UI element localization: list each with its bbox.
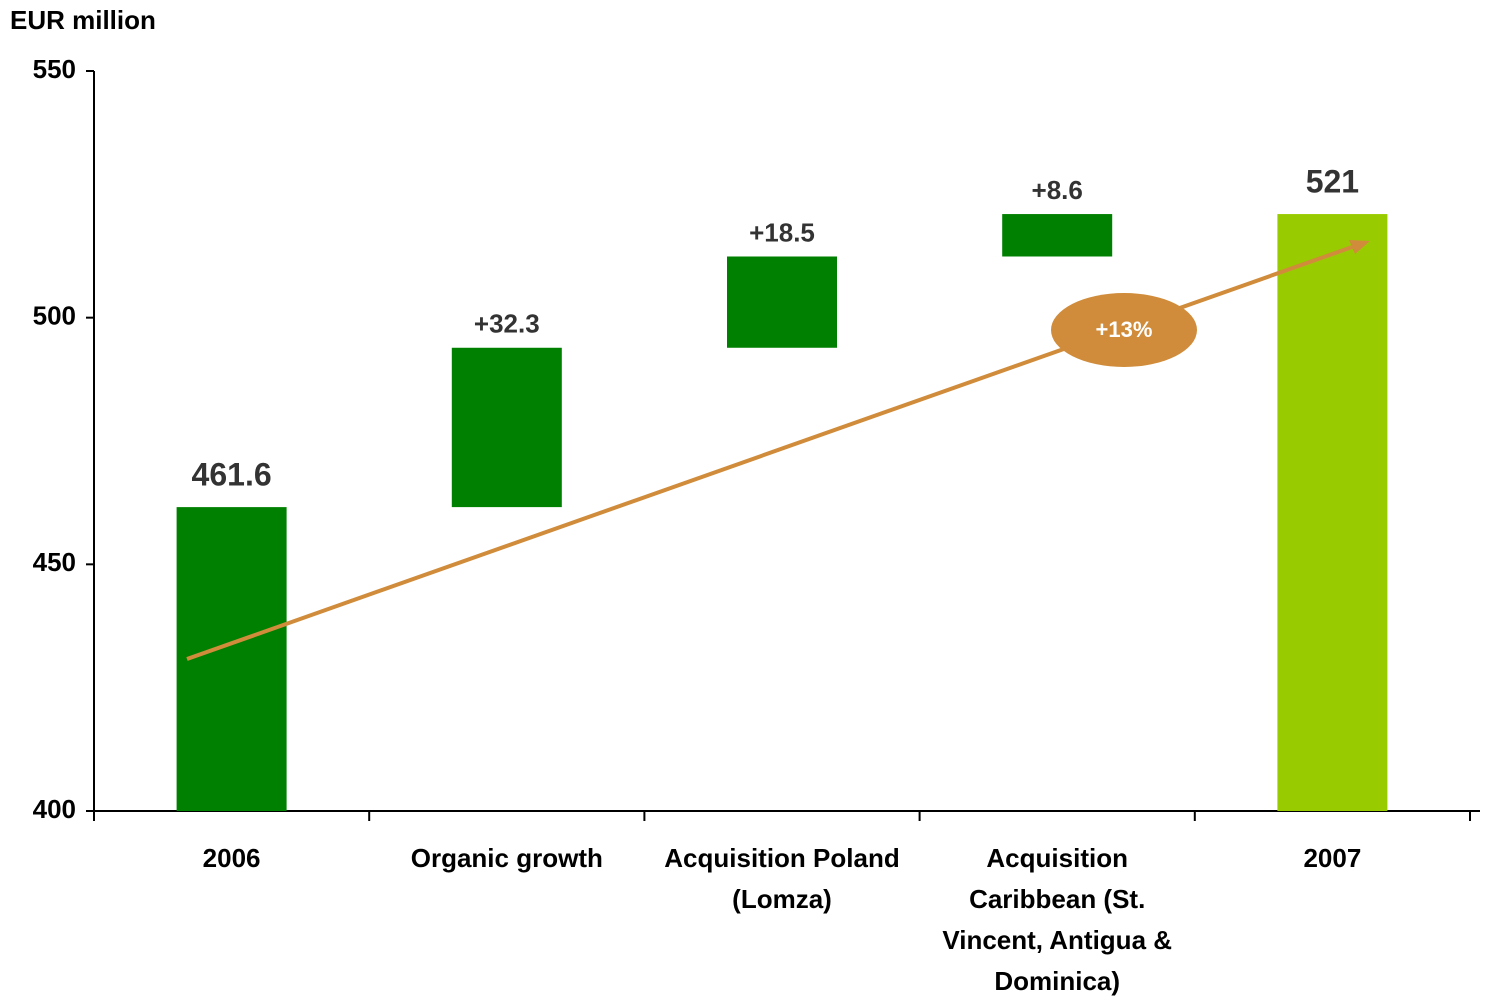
value-label: +8.6: [1032, 175, 1083, 205]
x-tick-label: Acquisition Caribbean (St. Vincent, Anti…: [942, 843, 1173, 996]
bar: [176, 507, 287, 811]
bar: [451, 347, 562, 508]
x-tick-label: 2006: [202, 843, 261, 873]
bar: [1002, 214, 1113, 257]
annotation-bubble: [1051, 293, 1197, 367]
value-label: 461.6: [192, 457, 272, 493]
arrow-head: [1349, 240, 1370, 254]
bar: [727, 256, 837, 348]
x-tick-label: Acquisition Poland (Lomza): [664, 843, 900, 914]
bar: [1277, 214, 1388, 812]
value-label: +18.5: [749, 217, 815, 247]
value-label: 521: [1306, 164, 1359, 200]
x-tick-label: 2007: [1303, 843, 1362, 873]
annotation: +13%: [1096, 317, 1153, 342]
y-tick-label: 550: [33, 54, 76, 84]
x-tick-label: Organic growth: [410, 843, 603, 873]
axis-label: EUR million: [10, 5, 156, 35]
value-label: +32.3: [474, 309, 540, 339]
y-tick-label: 400: [33, 794, 76, 824]
y-tick-label: 500: [33, 301, 76, 331]
y-tick-label: 450: [33, 547, 76, 577]
